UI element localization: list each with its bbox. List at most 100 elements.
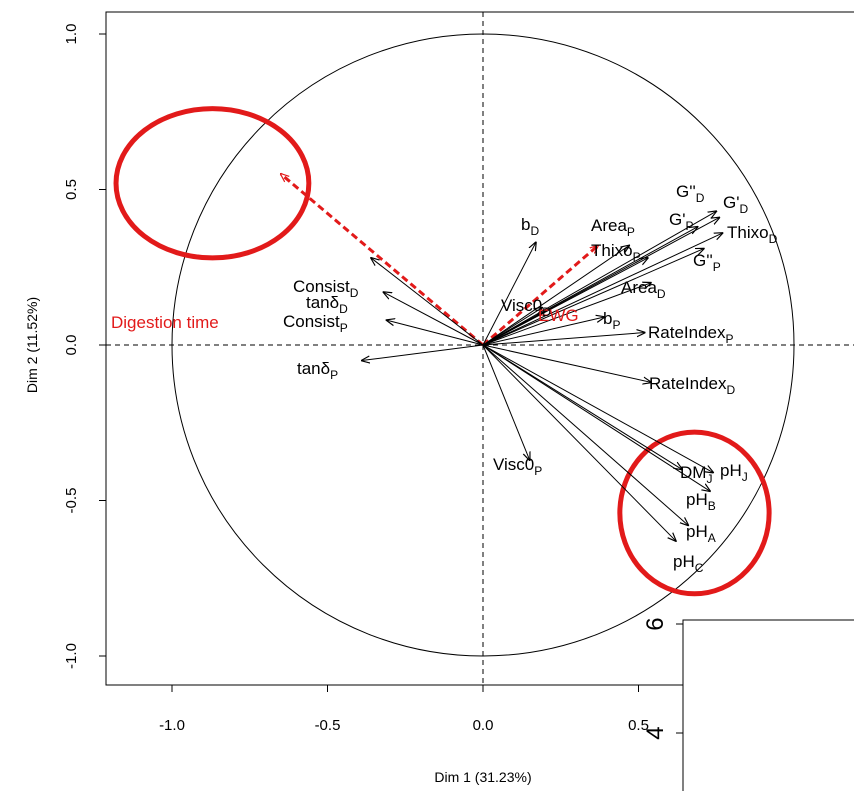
arrow-ph-j bbox=[482, 344, 713, 473]
label-base: G' bbox=[669, 210, 685, 229]
label-base: Consist bbox=[293, 277, 350, 296]
arrow-visc0-p bbox=[482, 344, 530, 460]
label-thixo-d: ThixoD bbox=[727, 223, 778, 246]
label-subscript: D bbox=[339, 302, 348, 316]
inset-tick-label: 6 bbox=[642, 617, 669, 630]
inset-plot-fragment: 64 bbox=[642, 617, 854, 791]
label-ph-c: pHC bbox=[673, 552, 704, 575]
y-axis-label: Dim 2 (11.52%) bbox=[24, 297, 40, 393]
arrow-consist-d bbox=[383, 292, 484, 346]
label-subscript: D bbox=[530, 224, 539, 238]
label-base: b bbox=[521, 215, 530, 234]
label-base: Consist bbox=[283, 312, 340, 331]
x-tick-label: 0.5 bbox=[628, 717, 649, 734]
arrow-g2-d bbox=[482, 211, 716, 346]
label-subscript: P bbox=[534, 464, 542, 478]
arrow-ph-a bbox=[482, 344, 688, 525]
correlation-circle bbox=[171, 33, 795, 657]
label-base: Area bbox=[621, 278, 657, 297]
label-digestion-time: Digestion time bbox=[111, 313, 219, 332]
y-tick-label: 1.0 bbox=[63, 24, 80, 45]
arrow-tandelta-p bbox=[362, 344, 484, 361]
label-base: G'' bbox=[676, 182, 696, 201]
highlight-ellipses bbox=[113, 106, 772, 597]
label-base: tanδ bbox=[297, 359, 330, 378]
y-tick-label: 0.5 bbox=[63, 179, 80, 200]
arrow-area-d bbox=[482, 283, 651, 346]
label-subscript: J bbox=[706, 472, 712, 486]
x-tick-label: -0.5 bbox=[315, 717, 341, 734]
y-tick-label: -1.0 bbox=[63, 643, 80, 669]
label-base: Area bbox=[591, 216, 627, 235]
y-tick-label: -0.5 bbox=[63, 488, 80, 514]
label-base: G' bbox=[723, 193, 739, 212]
label-subscript: D bbox=[542, 305, 551, 319]
label-subscript: D bbox=[727, 383, 736, 397]
label-consist-p: ConsistP bbox=[283, 312, 348, 335]
label-g2-d: G''D bbox=[676, 182, 705, 205]
plot-border bbox=[105, 11, 854, 686]
label-subscript: P bbox=[726, 332, 734, 346]
label-base: DM bbox=[680, 463, 706, 482]
arrow-digestion-time bbox=[281, 174, 484, 347]
arrow-g1-d bbox=[482, 217, 719, 346]
inset-tick-label: 4 bbox=[642, 726, 669, 739]
label-ph-j: pHJ bbox=[720, 461, 748, 484]
label-subscript: A bbox=[708, 531, 716, 545]
label-b-d: bD bbox=[521, 215, 539, 238]
label-base: b bbox=[603, 309, 612, 328]
label-subscript: B bbox=[708, 499, 716, 513]
label-subscript: P bbox=[330, 368, 338, 382]
variable-labels: Digestion time EWGtanδDConsistDConsistPta… bbox=[111, 182, 778, 575]
arrow-ph-b bbox=[482, 344, 710, 491]
label-base: Thixo bbox=[727, 223, 769, 242]
label-base: pH bbox=[686, 522, 708, 541]
label-consist-d: ConsistD bbox=[293, 277, 359, 300]
arrow-thixo-d bbox=[482, 233, 722, 346]
arrow-rateindex-p bbox=[482, 333, 645, 346]
label-base: Visc0 bbox=[501, 296, 542, 315]
label-thixo-p: ThixoP bbox=[591, 241, 641, 264]
label-ph-b: pHB bbox=[686, 490, 716, 513]
inset-background bbox=[683, 620, 854, 791]
highlight-ellipse-digestion-time bbox=[113, 106, 312, 261]
label-base: EWG bbox=[538, 306, 579, 325]
label-dm-j: DMJ bbox=[680, 463, 712, 486]
arrow-dm-j bbox=[482, 344, 682, 469]
arrow-ph-c bbox=[482, 344, 676, 541]
arrow-consist-p bbox=[387, 320, 484, 346]
label-subscript: D bbox=[350, 286, 359, 300]
label-rateindex-p: RateIndexP bbox=[648, 323, 734, 346]
x-tick-label: 0.0 bbox=[473, 717, 494, 734]
label-visc0-p: Visc0P bbox=[493, 455, 542, 478]
label-subscript: P bbox=[713, 260, 721, 274]
label-g2-p: G''P bbox=[693, 251, 721, 274]
label-subscript: D bbox=[696, 191, 705, 205]
label-base: Digestion time bbox=[111, 313, 219, 332]
label-base: RateIndex bbox=[648, 323, 726, 342]
inset-border bbox=[682, 619, 854, 791]
label-subscript: D bbox=[769, 232, 778, 246]
label-rateindex-d: RateIndexD bbox=[649, 374, 736, 397]
label-base: RateIndex bbox=[649, 374, 727, 393]
arrow-rateindex-d bbox=[482, 344, 651, 382]
label-visc0-d: Visc0D bbox=[501, 296, 551, 319]
label-area-p: AreaP bbox=[591, 216, 635, 239]
arrow-g2-p bbox=[482, 249, 704, 346]
unit-circle bbox=[171, 33, 795, 657]
label-subscript: P bbox=[612, 318, 620, 332]
label-subscript: D bbox=[657, 287, 666, 301]
label-base: Visc0 bbox=[493, 455, 534, 474]
label-base: Thixo bbox=[591, 241, 633, 260]
label-ph-a: pHA bbox=[686, 522, 716, 545]
label-base: tanδ bbox=[306, 293, 339, 312]
arrow-ewg bbox=[482, 245, 598, 347]
label-subscript: C bbox=[695, 561, 704, 575]
label-base: pH bbox=[673, 552, 695, 571]
label-subscript: P bbox=[627, 225, 635, 239]
x-tick-label: -1.0 bbox=[159, 717, 185, 734]
label-subscript: D bbox=[739, 202, 748, 216]
x-axis-label: Dim 1 (31.23%) bbox=[434, 769, 531, 785]
label-base: G'' bbox=[693, 251, 713, 270]
